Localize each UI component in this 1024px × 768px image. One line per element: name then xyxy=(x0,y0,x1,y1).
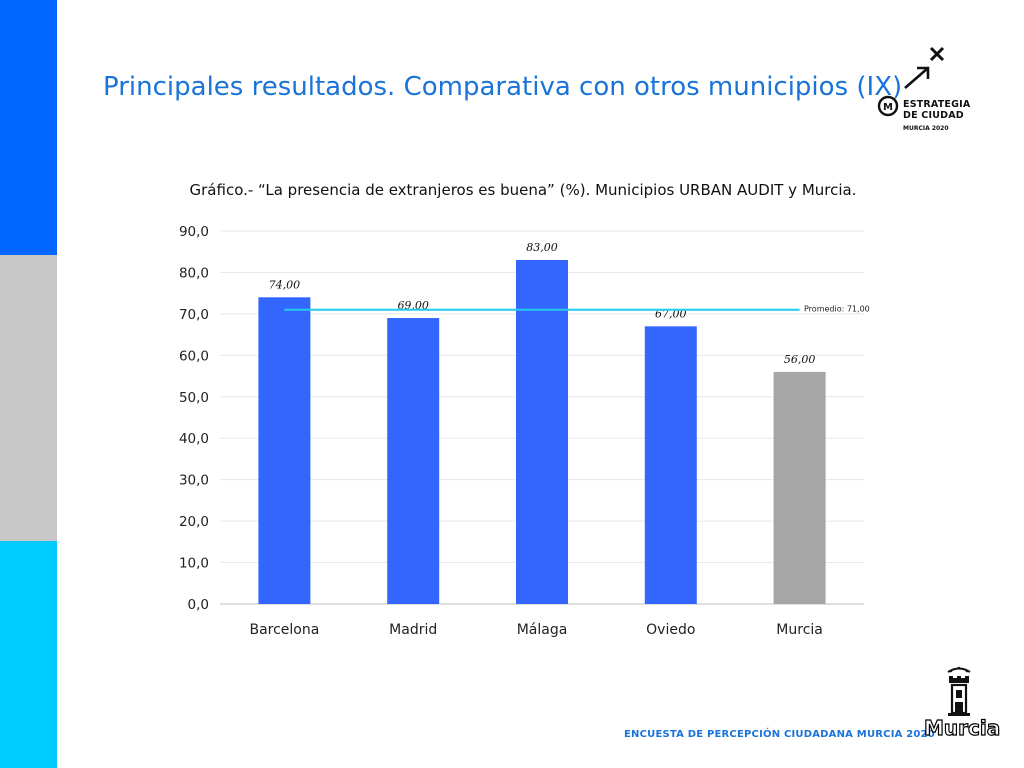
y-tick-label: 80,0 xyxy=(179,265,209,281)
bar xyxy=(773,371,826,604)
y-tick-label: 10,0 xyxy=(179,556,209,572)
bar xyxy=(387,318,440,604)
data-label: 56,00 xyxy=(784,353,816,366)
y-tick-label: 20,0 xyxy=(179,514,209,530)
x-category-label: Oviedo xyxy=(646,622,695,638)
y-tick-label: 40,0 xyxy=(179,431,209,447)
x-category-label: Barcelona xyxy=(249,622,319,638)
murcia-city-logo: Murcia xyxy=(922,666,1001,746)
average-label: Promedio: 71,00 xyxy=(804,305,870,314)
m-badge-icon: M xyxy=(877,95,899,117)
brand-line-2: DE CIUDAD xyxy=(903,110,964,121)
bar xyxy=(644,326,697,604)
bar xyxy=(516,260,568,604)
bar xyxy=(258,297,311,604)
side-stripe-gray xyxy=(0,255,57,541)
slide-title: Principales resultados. Comparativa con … xyxy=(103,72,903,102)
data-label: 83,00 xyxy=(526,241,558,254)
arrow-cross-icon xyxy=(904,46,945,89)
y-tick-label: 60,0 xyxy=(179,348,209,364)
x-category-label: Madrid xyxy=(389,622,437,638)
y-tick-label: 90,0 xyxy=(179,224,209,240)
y-tick-label: 0,0 xyxy=(188,597,209,613)
data-label: 74,00 xyxy=(269,278,301,291)
castle-crest-icon xyxy=(947,666,971,716)
x-category-label: Málaga xyxy=(517,622,568,638)
brand-line-1: ESTRATEGIA xyxy=(903,99,971,110)
murcia-logo-text: Murcia xyxy=(923,715,1001,740)
brand-line-3: MURCIA 2020 xyxy=(903,125,949,132)
x-category-label: Murcia xyxy=(776,622,823,638)
m-badge-letter: M xyxy=(883,102,893,113)
footer-survey-title: ENCUESTA DE PERCEPCIÓN CIUDADANA MURCIA … xyxy=(624,729,935,740)
estrategia-ciudad-logo: M ESTRATEGIA DE CIUDAD MURCIA 2020 xyxy=(875,44,975,140)
chart-caption: Gráfico.- “La presencia de extranjeros e… xyxy=(189,181,857,199)
y-tick-label: 50,0 xyxy=(179,390,209,406)
y-tick-label: 30,0 xyxy=(179,473,209,489)
side-stripe-blue xyxy=(0,0,57,255)
side-stripe-cyan xyxy=(0,541,57,768)
y-tick-label: 70,0 xyxy=(179,307,209,323)
